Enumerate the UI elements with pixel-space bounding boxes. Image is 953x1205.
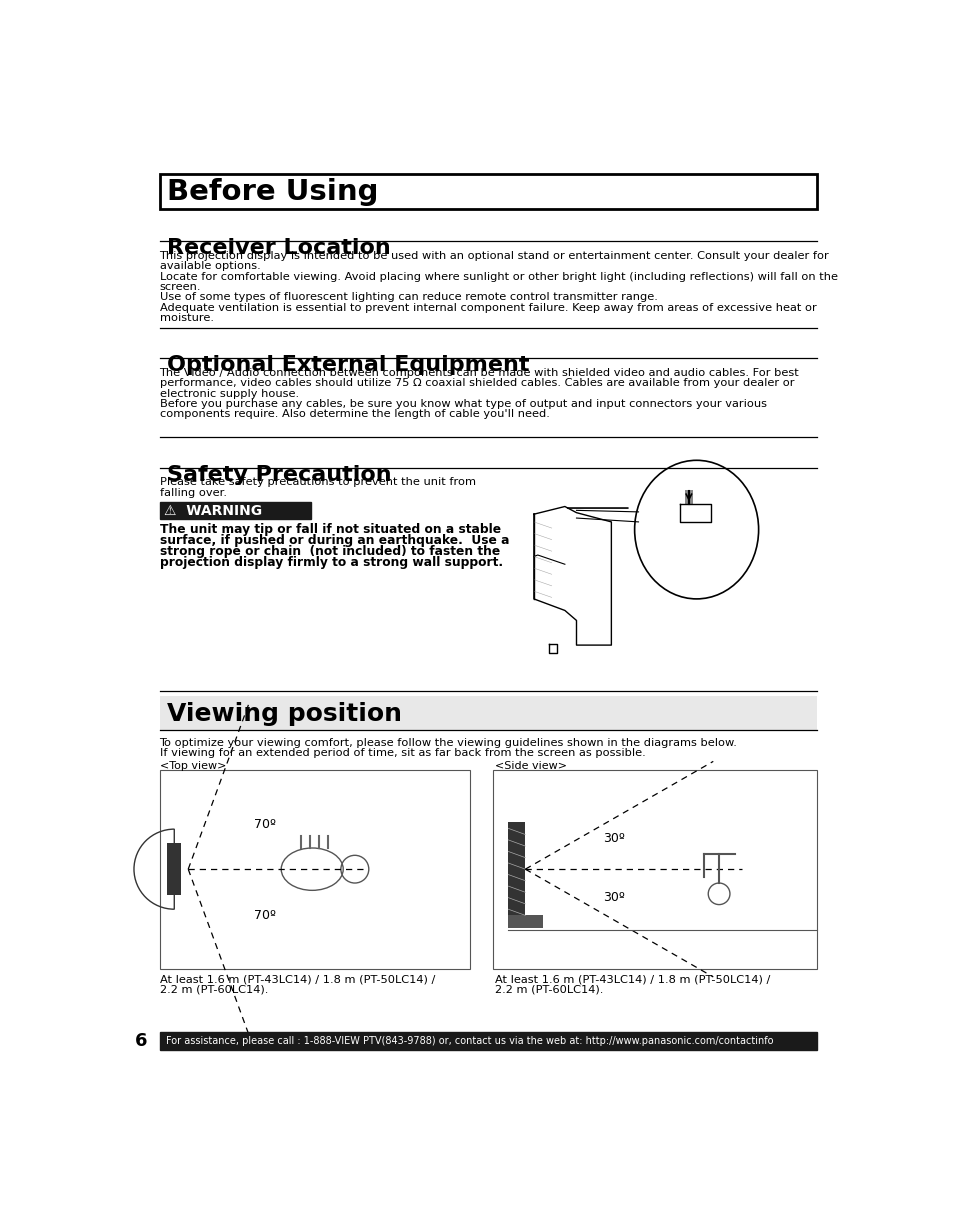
Text: Safety Precaution: Safety Precaution xyxy=(167,465,392,484)
Text: electronic supply house.: electronic supply house. xyxy=(159,389,298,399)
Text: moisture.: moisture. xyxy=(159,313,213,323)
Text: <Top view>: <Top view> xyxy=(159,760,226,771)
Text: At least 1.6 m (PT-43LC14) / 1.8 m (PT-50LC14) /: At least 1.6 m (PT-43LC14) / 1.8 m (PT-5… xyxy=(495,975,770,984)
Text: Before you purchase any cables, be sure you know what type of output and input c: Before you purchase any cables, be sure … xyxy=(159,399,766,408)
Text: Receiver Location: Receiver Location xyxy=(167,237,391,258)
Text: 30º: 30º xyxy=(602,831,624,845)
Text: For assistance, please call : 1-888-VIEW PTV(843-9788) or, contact us via the we: For assistance, please call : 1-888-VIEW… xyxy=(166,1036,773,1046)
Text: 70º: 70º xyxy=(253,818,275,830)
Bar xyxy=(167,844,181,895)
Text: screen.: screen. xyxy=(159,282,201,292)
Text: Before Using: Before Using xyxy=(167,178,378,206)
Text: If viewing for an extended period of time, sit as far back from the screen as po: If viewing for an extended period of tim… xyxy=(159,748,644,758)
Bar xyxy=(159,501,311,519)
Text: 2.2 m (PT-60LC14).: 2.2 m (PT-60LC14). xyxy=(495,984,603,994)
Text: The unit may tip or fall if not situated on a stable: The unit may tip or fall if not situated… xyxy=(159,523,500,536)
Text: 2.2 m (PT-60LC14).: 2.2 m (PT-60LC14). xyxy=(159,984,268,994)
Text: The Video / Audio connection between components can be made with shielded video : The Video / Audio connection between com… xyxy=(159,368,799,378)
Text: 6: 6 xyxy=(134,1031,147,1050)
Text: performance, video cables should utilize 75 Ω coaxial shielded cables. Cables ar: performance, video cables should utilize… xyxy=(159,378,793,388)
Text: available options.: available options. xyxy=(159,261,260,271)
Text: Locate for comfortable viewing. Avoid placing where sunlight or other bright lig: Locate for comfortable viewing. Avoid pl… xyxy=(159,271,837,282)
Text: Adequate ventilation is essential to prevent internal component failure. Keep aw: Adequate ventilation is essential to pre… xyxy=(159,302,816,313)
Text: To optimize your viewing comfort, please follow the viewing guidelines shown in : To optimize your viewing comfort, please… xyxy=(159,737,737,747)
Bar xyxy=(508,822,525,915)
Text: <Side view>: <Side view> xyxy=(495,760,566,771)
Bar xyxy=(159,1031,816,1050)
Text: Viewing position: Viewing position xyxy=(167,701,402,725)
Text: projection display firmly to a strong wall support.: projection display firmly to a strong wa… xyxy=(159,556,502,569)
Text: This projection display is intended to be used with an optional stand or enterta: This projection display is intended to b… xyxy=(159,251,828,260)
Text: components require. Also determine the length of cable you'll need.: components require. Also determine the l… xyxy=(159,410,549,419)
Text: At least 1.6 m (PT-43LC14) / 1.8 m (PT-50LC14) /: At least 1.6 m (PT-43LC14) / 1.8 m (PT-5… xyxy=(159,975,435,984)
Text: Optional External Equipment: Optional External Equipment xyxy=(167,354,529,375)
Text: strong rope or chain  (not included) to fasten the: strong rope or chain (not included) to f… xyxy=(159,545,499,558)
Text: Use of some types of fluorescent lighting can reduce remote control transmitter : Use of some types of fluorescent lightin… xyxy=(159,293,657,302)
Bar xyxy=(159,174,816,210)
Bar xyxy=(684,490,692,504)
Bar xyxy=(508,915,542,929)
Text: falling over.: falling over. xyxy=(159,488,226,498)
Text: ⚠  WARNING: ⚠ WARNING xyxy=(164,504,262,518)
Text: 30º: 30º xyxy=(602,890,624,904)
Text: 70º: 70º xyxy=(253,910,275,922)
Bar xyxy=(493,770,816,969)
Bar xyxy=(159,770,469,969)
Text: Please take safety precautions to prevent the unit from: Please take safety precautions to preven… xyxy=(159,477,475,487)
Text: surface, if pushed or during an earthquake.  Use a: surface, if pushed or during an earthqua… xyxy=(159,534,509,547)
Bar xyxy=(159,696,816,730)
